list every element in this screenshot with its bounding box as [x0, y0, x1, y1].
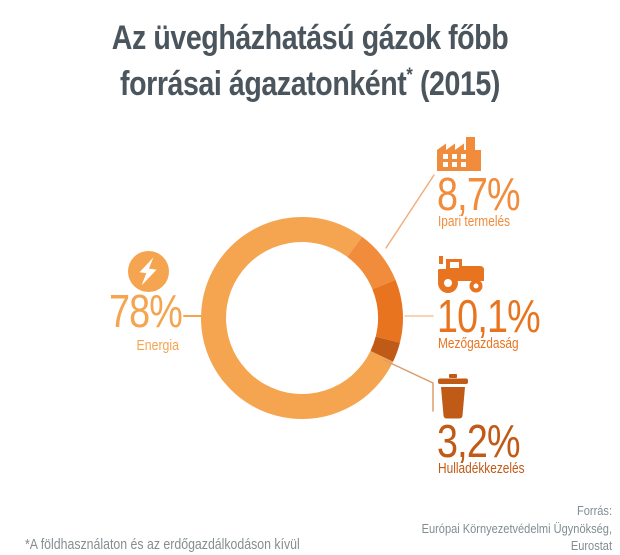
connector-line-hulladek	[383, 359, 434, 412]
ipari-percent: 8,7%	[437, 168, 521, 220]
page-title: Az üvegházhatású gázok főbb forrásai ága…	[50, 20, 571, 103]
tractor-icon	[438, 256, 484, 293]
page-title-line2: forrásai ágazatonként* (2015)	[120, 64, 500, 103]
footnote-asterisk: *	[406, 64, 413, 86]
donut-segment-hulladek	[370, 336, 400, 362]
energia-label: Energia	[136, 338, 179, 354]
energia-percent: 78%	[108, 285, 183, 337]
hulladek-percent: 3,2%	[437, 415, 521, 467]
connector-line-ipari	[385, 174, 435, 249]
donut-segment-mezo	[372, 279, 403, 343]
source-heading: Forrás:	[577, 503, 612, 518]
ipari-label: Ipari termelés	[438, 214, 511, 230]
source-line2: Eurostat	[570, 538, 612, 553]
mezo-label: Mezőgazdaság	[438, 336, 519, 352]
lightning-icon	[127, 250, 170, 293]
factory-icon	[437, 137, 481, 171]
trash-icon	[438, 374, 468, 419]
hulladek-label: Hulladékkezelés	[438, 461, 525, 477]
donut-segments	[201, 216, 403, 419]
source-block: Forrás: Európai Környezetvédelmi Ügynöks…	[422, 502, 612, 555]
footnote-text: *A földhasználaton és az erdőgazdálkodás…	[25, 537, 300, 553]
source-line1: Európai Környezetvédelmi Ügynökség,	[421, 520, 612, 536]
page-title-line1: Az üvegházhatású gázok főbb	[111, 19, 509, 57]
mezo-percent: 10,1%	[437, 290, 541, 342]
donut-segment-ipari	[347, 236, 396, 290]
